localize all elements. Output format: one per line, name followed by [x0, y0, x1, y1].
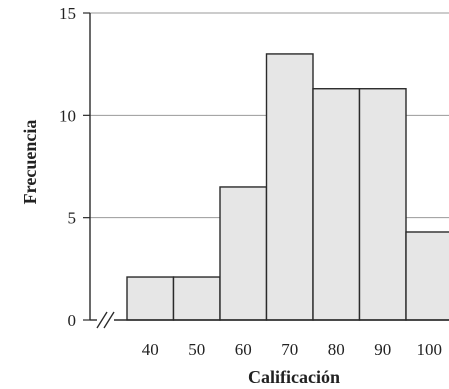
histogram-bar: [265, 53, 314, 321]
y-tick-label: 5: [68, 209, 77, 228]
x-tick-label: 100: [417, 340, 443, 359]
y-tick-label: 10: [59, 106, 76, 125]
x-tick-label: 70: [281, 340, 298, 359]
x-tick-label: 40: [142, 340, 159, 359]
axis-break-mark: [103, 311, 115, 329]
y-axis-label: Frecuencia: [20, 120, 40, 205]
x-tick-label: 90: [374, 340, 391, 359]
y-tick-labels: 0 5 10 15: [59, 4, 76, 330]
y-tick-label: 15: [59, 4, 76, 23]
x-tick-labels: 40 50 60 70 80 90 100: [142, 340, 442, 359]
bars: [126, 53, 449, 321]
histogram-bar: [405, 231, 449, 321]
histogram-bar: [358, 88, 407, 321]
histogram-bar: [219, 186, 268, 321]
axis-break-mark: [96, 311, 108, 329]
histogram-bar: [126, 276, 175, 321]
x-axis-label: Calificación: [248, 367, 340, 387]
axes: [83, 12, 449, 329]
x-tick-label: 50: [188, 340, 205, 359]
y-tick-label: 0: [68, 311, 77, 330]
histogram-bar: [172, 276, 221, 321]
x-tick-label: 60: [235, 340, 252, 359]
histogram-bar: [312, 88, 361, 321]
x-tick-label: 80: [328, 340, 345, 359]
